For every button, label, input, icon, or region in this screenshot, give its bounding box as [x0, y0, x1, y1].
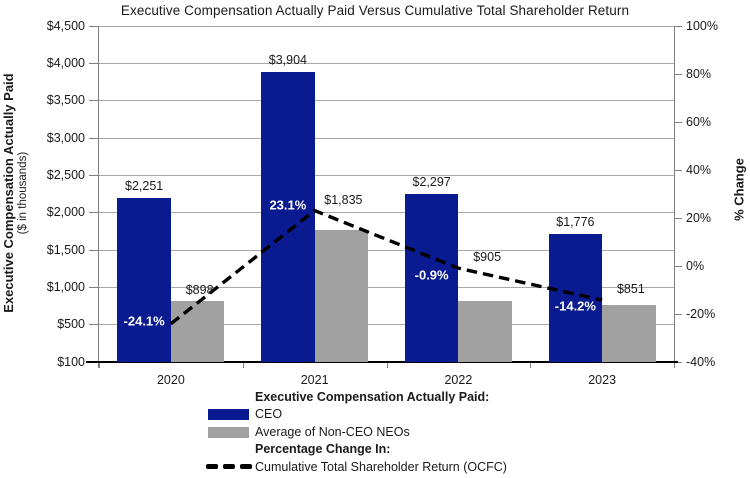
legend-dash-swatch: [206, 464, 254, 469]
y-axis-tick: [89, 249, 99, 251]
tsr-point-label: -24.1%: [123, 313, 165, 329]
pct-axis-tick: [674, 313, 682, 315]
ceo-bar: [548, 234, 603, 362]
pct-axis-tick: [674, 121, 682, 123]
x-axis-tick: [99, 362, 100, 368]
y-axis-tick: [89, 324, 99, 326]
gridline: [99, 174, 674, 176]
tsr-line: [169, 208, 603, 326]
gridline: [99, 62, 674, 64]
neo-bar: [458, 300, 512, 362]
legend-header-percentage: Percentage Change In:: [255, 442, 391, 456]
legend-dash: [223, 464, 235, 469]
category-label: 2021: [300, 373, 329, 387]
gridline: [99, 25, 674, 27]
y-axis-line: [98, 26, 100, 368]
bar-value-label: $2,297: [412, 175, 451, 190]
tsr-point-label: -0.9%: [414, 267, 449, 283]
x-axis-line: [86, 360, 678, 364]
bar-value-label: $898: [185, 283, 214, 298]
ceo-bar: [404, 194, 459, 362]
gridline: [99, 212, 674, 214]
category-label: 2023: [588, 373, 617, 387]
tsr-line-path: [169, 208, 603, 326]
bar-value-label: $2,251: [125, 178, 164, 193]
pct-axis-tick: [674, 217, 682, 219]
pct-axis-tick-label: 20%: [686, 210, 712, 225]
y-axis-tick-label: $2,000: [46, 205, 85, 220]
gridline: [99, 286, 674, 288]
ceo-bar: [117, 197, 171, 362]
y-axis-tick-label: $500: [57, 317, 85, 332]
y-axis-tick: [89, 212, 99, 214]
neo-bar: [170, 301, 225, 362]
y-axis-tick-label: $1,000: [46, 279, 85, 294]
y-axis-tick: [89, 286, 99, 288]
gridline: [99, 100, 674, 102]
pct-axis-tick-label: -40%: [686, 354, 716, 369]
category-label: 2020: [156, 373, 185, 387]
x-axis-tick: [386, 362, 388, 368]
pct-axis-tick: [674, 73, 682, 75]
tsr-point-label: 23.1%: [269, 197, 307, 213]
y-axis-tick-label: $2,500: [46, 167, 85, 182]
y-axis-tick-label: $3,000: [46, 130, 85, 145]
bar-value-label: $1,835: [324, 192, 363, 207]
bar-value-label: $1,776: [556, 215, 595, 229]
gridline: [99, 249, 674, 251]
pct-axis-tick-label: 40%: [686, 162, 712, 177]
neo-bar: [602, 304, 656, 362]
legend-dash: [206, 464, 218, 469]
pct-axis-tick: [674, 265, 682, 267]
y-axis-tick-label: $4,000: [46, 55, 85, 70]
y-axis-tick: [89, 25, 99, 27]
gridline: [99, 324, 674, 326]
pct-axis-tick-label: 0%: [686, 258, 705, 273]
y-axis-tick: [89, 137, 99, 139]
y-axis-tick: [89, 100, 99, 102]
x-axis-tick: [674, 362, 675, 368]
legend-label-neo: Average of Non-CEO NEOs: [255, 425, 410, 439]
legend-dash: [240, 464, 252, 469]
pct-axis-tick-label: 60%: [686, 114, 712, 129]
y-axis-tick-label: $3,500: [46, 93, 85, 108]
category-label: 2022: [444, 373, 473, 387]
legend-header-compensation: Executive Compensation Actually Paid:: [255, 390, 490, 404]
x-axis-tick: [242, 362, 244, 368]
bar-value-label: $905: [473, 250, 502, 265]
bar-value-label: $3,904: [268, 52, 307, 67]
tsr-point-label: -14.2%: [554, 298, 596, 314]
neo-bar: [314, 229, 369, 362]
pct-axis-tick: [674, 361, 682, 363]
y-axis-tick-label: $1,500: [46, 242, 85, 257]
y-axis-tick-label: $4,500: [46, 18, 85, 33]
chart-title: Executive Compensation Actually Paid Ver…: [120, 3, 630, 18]
bar-value-label: $851: [616, 282, 645, 297]
legend-swatch-ceo: [208, 409, 249, 420]
legend-label-tsr: Cumulative Total Shareholder Return (OCF…: [255, 460, 507, 474]
legend-swatch-neo: [208, 427, 249, 438]
x-axis-tick: [530, 362, 532, 368]
legend-label-ceo: CEO: [255, 407, 283, 421]
y-axis-tick: [89, 62, 99, 64]
pct-axis-tick-label: 100%: [686, 18, 718, 33]
pct-axis-tick-label: 80%: [686, 66, 712, 81]
y-axis-tick: [89, 174, 99, 176]
pct-axis-line: [673, 26, 675, 362]
pct-axis-tick-label: -20%: [686, 306, 716, 321]
pct-axis-tick: [674, 169, 682, 171]
y-axis-tick-label: $100: [57, 354, 85, 369]
pct-axis-tick: [674, 25, 682, 27]
gridline: [99, 137, 674, 139]
